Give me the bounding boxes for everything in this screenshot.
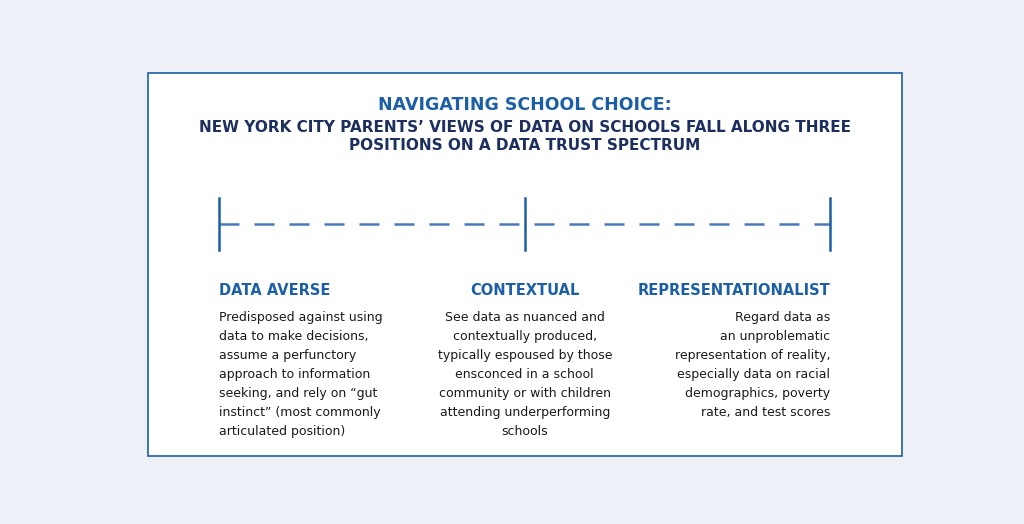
Text: CONTEXTUAL: CONTEXTUAL	[470, 283, 580, 298]
Text: NAVIGATING SCHOOL CHOICE:: NAVIGATING SCHOOL CHOICE:	[378, 96, 672, 114]
Text: Regard data as
an unproblematic
representation of reality,
especially data on ra: Regard data as an unproblematic represen…	[675, 311, 830, 419]
Text: Predisposed against using
data to make decisions,
assume a perfunctory
approach : Predisposed against using data to make d…	[219, 311, 383, 438]
Text: NEW YORK CITY PARENTS’ VIEWS OF DATA ON SCHOOLS FALL ALONG THREE: NEW YORK CITY PARENTS’ VIEWS OF DATA ON …	[199, 120, 851, 135]
Text: REPRESENTATIONALIST: REPRESENTATIONALIST	[638, 283, 830, 298]
FancyBboxPatch shape	[147, 73, 902, 456]
Text: DATA AVERSE: DATA AVERSE	[219, 283, 331, 298]
Text: POSITIONS ON A DATA TRUST SPECTRUM: POSITIONS ON A DATA TRUST SPECTRUM	[349, 138, 700, 153]
Text: See data as nuanced and
contextually produced,
typically espoused by those
ensco: See data as nuanced and contextually pro…	[437, 311, 612, 438]
